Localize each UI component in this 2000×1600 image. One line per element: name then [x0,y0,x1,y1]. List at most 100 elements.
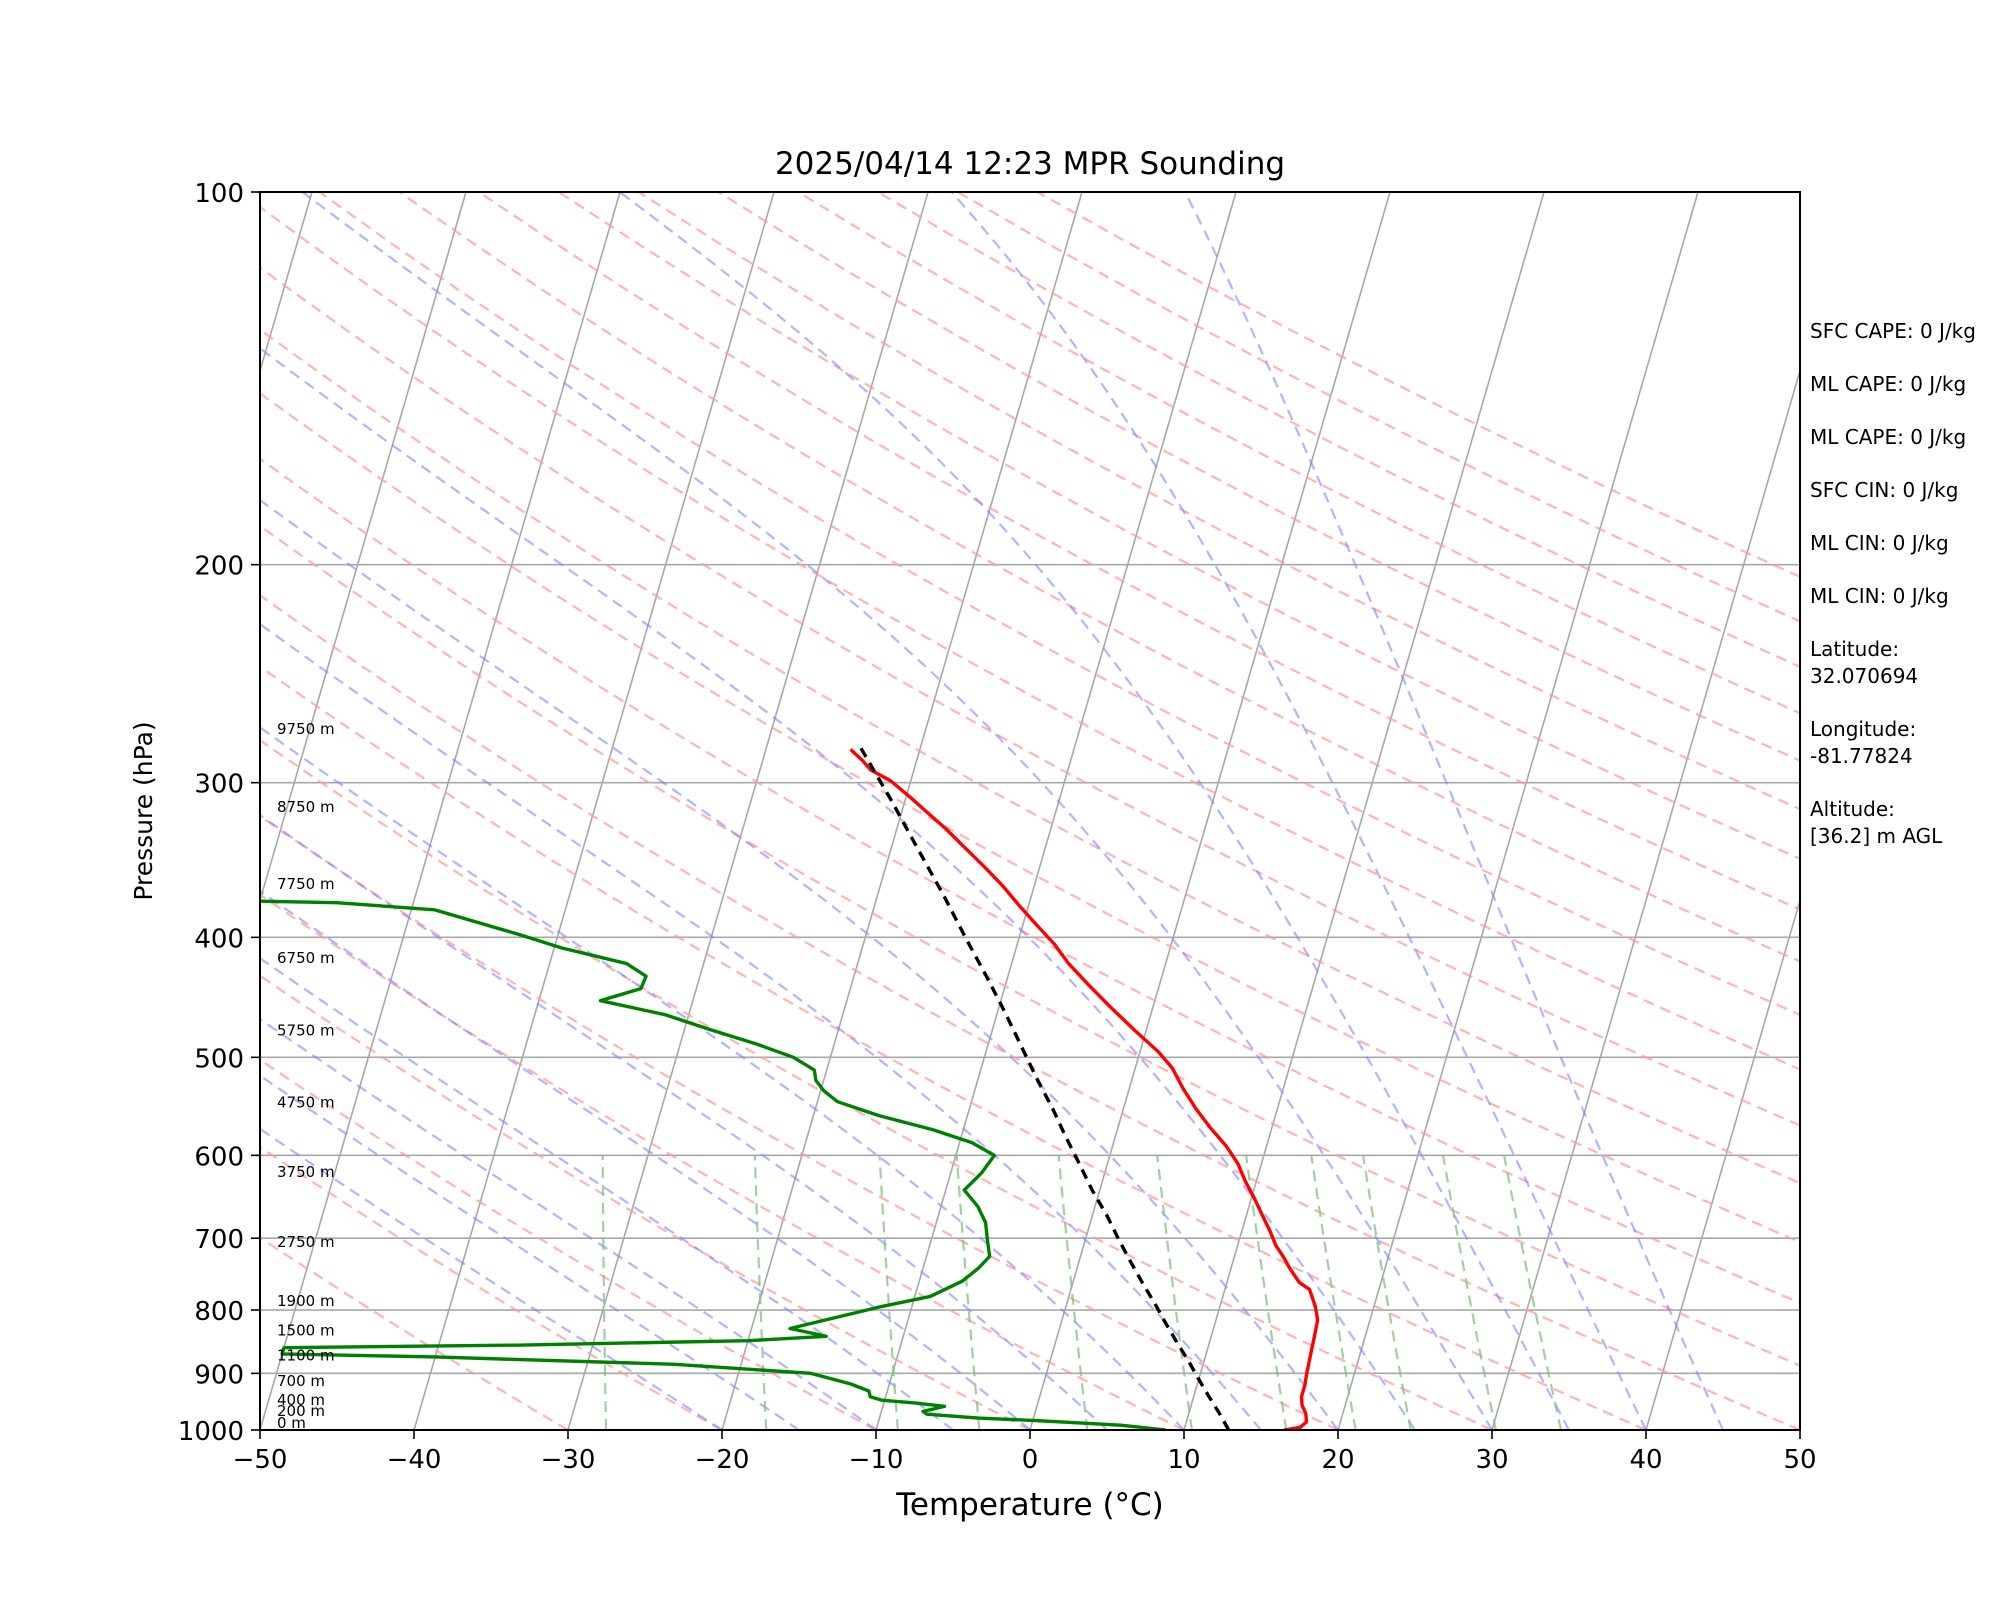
sfc-cape-text: SFC CAPE: 0 J/kg [1810,319,1976,343]
dry-adiabat-line [260,665,1647,1430]
mixing-ratio-line [878,1155,899,1430]
dry-adiabat-line [478,192,1800,911]
altitude-label: Altitude: [1810,797,1895,821]
x-tick-label: 20 [1321,1445,1354,1475]
x-axis: −50 −40 −30 −20 −10 0 10 20 30 40 50 [233,1430,1817,1475]
dry-adiabat-line [260,814,1339,1430]
height-label: 3750 m [277,1163,335,1181]
altitude-value: [36.2] m AGL [1810,824,1943,848]
latitude-label: Latitude: [1810,637,1900,661]
isotherm-line [567,192,929,1430]
dry-adiabat-line [558,192,1800,860]
height-label: 2750 m [277,1233,335,1251]
dry-adiabat-line [637,192,1800,811]
moist-adiabat-line [260,347,1416,1430]
y-tick-label: 1000 [178,1417,244,1447]
dry-adiabat-line [717,192,1800,762]
dry-adiabat-line [318,192,1800,1016]
sfc-cin-text: SFC CIN: 0 J/kg [1810,478,1959,502]
dry-adiabat-line [260,1236,569,1430]
dry-adiabat-line [260,328,1800,1185]
isotherm-line [260,192,621,1430]
temperature-profile-line [849,748,1320,1430]
x-tick-label: 30 [1475,1445,1508,1475]
height-label: 0 m [277,1414,306,1432]
y-axis: 100 200 300 400 500 600 700 800 900 1000 [178,179,260,1447]
altitude-info: Altitude: [36.2] m AGL [1810,796,1976,850]
dry-adiabat-line [398,192,1800,963]
sounding-info-panel: SFC CAPE: 0 J/kg ML CAPE: 0 J/kg ML CAPE… [1810,318,1976,876]
x-tick-label: 40 [1629,1445,1662,1475]
mixing-ratio-line [1245,1155,1288,1430]
moist-adiabat-line [301,192,1493,1430]
isotherm-line [1029,192,1391,1430]
ml-cape-text-2: ML CAPE: 0 J/kg [1810,425,1967,449]
background-lines [0,192,1800,1430]
y-tick-label: 800 [194,1297,244,1327]
height-label: 8750 m [277,798,335,816]
isotherm-line [1337,192,1699,1430]
x-tick-label: 0 [1022,1445,1039,1475]
height-label: 700 m [277,1372,325,1390]
latitude-value: 32.070694 [1810,664,1919,688]
moist-adiabat-line [260,813,1108,1430]
x-tick-label: −10 [849,1445,904,1475]
height-labels: 9750 m 8750 m 7750 m 6750 m 5750 m 4750 m 3750… [277,720,335,1432]
height-label: 5750 m [277,1022,335,1040]
mixing-ratio-line [753,1155,768,1430]
height-label: 1500 m [277,1322,335,1340]
moist-adiabat-line [1184,192,1725,1430]
moist-adiabat-line [260,726,1185,1430]
dry-adiabat-line [260,974,1031,1430]
dry-adiabat-line [797,192,1800,715]
moist-adiabat-line [619,192,1570,1430]
x-tick-label: −30 [541,1445,596,1475]
height-label: 1900 m [277,1292,335,1310]
isotherm-line [260,192,467,904]
height-label: 200 m [277,1402,325,1420]
dry-adiabat-line [260,524,1800,1367]
chart-title: 2025/04/14 12:23 MPR Sounding [775,146,1285,182]
x-axis-label: Temperature (°C) [895,1487,1164,1523]
moist-adiabat-line [260,956,954,1430]
ml-cape-text: ML CAPE: 0 J/kg [1810,372,1967,396]
height-label: 9750 m [277,720,335,738]
dry-adiabat-line [260,893,1185,1430]
y-axis-label: Pressure (hPa) [129,721,158,900]
moist-adiabat-line [260,1017,877,1430]
mixing-ratio-line [955,1155,981,1430]
y-tick-label: 400 [194,924,244,954]
isotherm-line [1183,192,1545,1430]
longitude-label: Longitude: [1810,717,1917,741]
moist-adiabat-line [260,1074,800,1430]
y-tick-label: 300 [194,770,244,800]
dry-adiabat-line [260,1145,723,1430]
latitude-info: Latitude: 32.070694 [1810,636,1976,690]
y-tick-label: 900 [194,1360,244,1390]
x-tick-label: −40 [387,1445,442,1475]
isotherm-line [0,192,4,1430]
height-label: 4750 m [277,1094,335,1112]
longitude-info: Longitude: -81.77824 [1810,716,1976,770]
x-tick-label: 50 [1783,1445,1816,1475]
moist-adiabat-line [260,498,1339,1430]
y-tick-label: 500 [194,1044,244,1074]
mixing-ratio-line [1310,1155,1357,1430]
parcel-path-line [857,744,1231,1430]
dry-adiabat-line [260,593,1800,1430]
isotherm-line [413,192,775,1430]
isotherm-line [1645,897,1800,1430]
y-tick-label: 600 [194,1142,244,1172]
moist-adiabat-line [260,889,1031,1430]
mixing-ratio-line [1441,1155,1497,1430]
height-label: 400 m [277,1391,325,1409]
y-tick-label: 700 [194,1225,244,1255]
mixing-ratio-line [1057,1155,1089,1430]
dry-adiabat-line [260,266,1800,1127]
mixing-ratio-line [1362,1155,1412,1430]
mixing-ratio-line [1156,1155,1193,1430]
dewpoint-profile-line [260,899,1166,1430]
ml-cin-text-2: ML CIN: 0 J/kg [1810,584,1949,608]
ml-cin-text: ML CIN: 0 J/kg [1810,531,1949,555]
